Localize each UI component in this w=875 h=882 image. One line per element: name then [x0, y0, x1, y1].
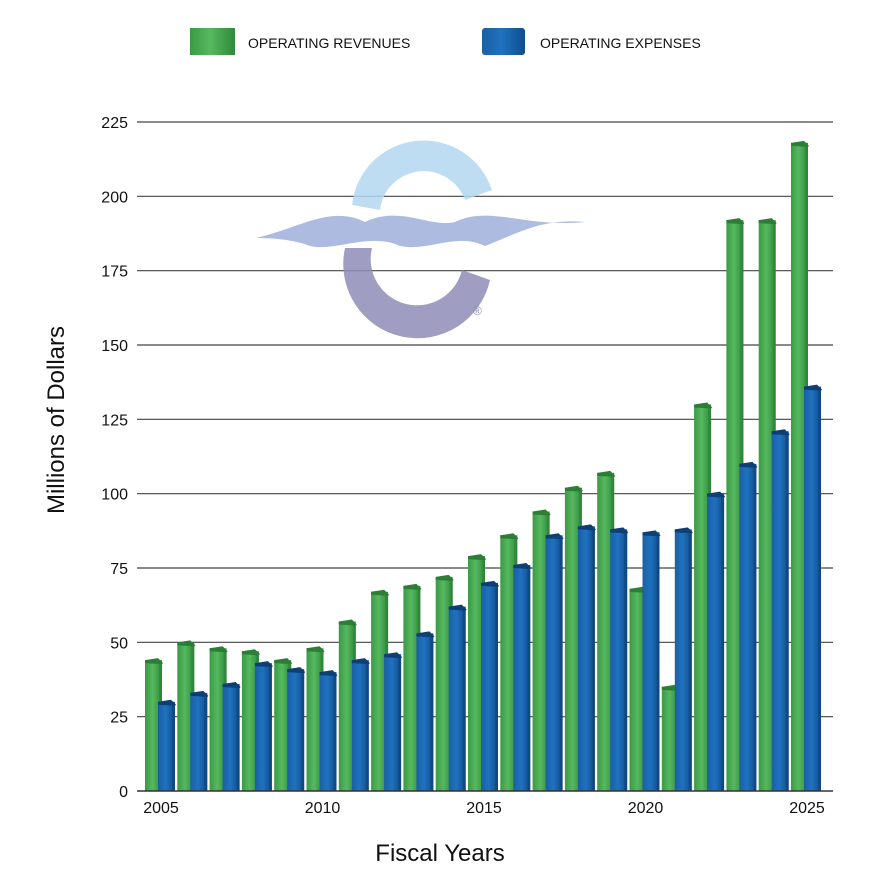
- expense-bar-2012: [384, 652, 403, 791]
- expense-bar-2016: [513, 563, 532, 791]
- expense-bar-2024: [771, 429, 790, 791]
- expense-bar-2006: [190, 690, 209, 791]
- expense-bar-2011: [351, 658, 370, 791]
- expense-bar-2013: [416, 631, 435, 791]
- expense-bar-2022: [707, 491, 726, 791]
- expense-bar-2014: [448, 604, 467, 791]
- expense-bar-2008: [254, 661, 273, 791]
- expense-bar-2017: [545, 533, 564, 791]
- registered-mark: ®: [473, 304, 482, 318]
- gridlines: [137, 121, 833, 718]
- expense-bar-2005: [158, 699, 176, 791]
- watermark-logo: ®: [256, 140, 585, 339]
- expense-bar-2010: [319, 670, 338, 791]
- y-tick-label: 50: [110, 635, 128, 652]
- expense-bar-2021: [674, 527, 693, 791]
- y-axis-ticks: 0 25 50 75 100 125 150 175 200 225: [101, 115, 128, 801]
- y-tick-label: 0: [119, 784, 128, 801]
- x-tick-label: 2025: [789, 800, 825, 817]
- x-tick-label: 2010: [305, 800, 341, 817]
- y-axis-title: Millions of Dollars: [43, 326, 70, 514]
- expense-bar-2023: [739, 461, 758, 791]
- expense-bar-2025: [804, 384, 822, 791]
- legend-swatch-expenses: [482, 28, 525, 55]
- legend-label-expenses: OPERATING EXPENSES: [540, 35, 701, 51]
- y-tick-label: 175: [101, 264, 128, 281]
- x-tick-label: 2020: [628, 800, 664, 817]
- y-tick-label: 150: [101, 338, 128, 355]
- x-axis-title: Fiscal Years: [375, 840, 504, 867]
- y-tick-label: 25: [110, 710, 128, 727]
- x-tick-label: 2015: [466, 800, 502, 817]
- x-axis-ticks: 2005 2010 2015 2020 2025: [143, 800, 825, 817]
- legend-swatch-revenues: [190, 28, 235, 55]
- expense-bar-2007: [222, 681, 241, 791]
- expense-bar-2019: [610, 527, 629, 791]
- expense-bar-2009: [287, 667, 306, 791]
- expense-bar-2018: [577, 524, 596, 791]
- y-tick-label: 225: [101, 115, 128, 132]
- legend: OPERATING REVENUES OPERATING EXPENSES: [190, 28, 701, 55]
- bars: [145, 140, 822, 791]
- legend-label-revenues: OPERATING REVENUES: [248, 35, 410, 51]
- y-tick-label: 125: [101, 412, 128, 429]
- expense-bar-2020: [642, 530, 661, 791]
- y-tick-label: 200: [101, 189, 128, 206]
- y-tick-label: 100: [101, 487, 128, 504]
- expense-bar-2015: [481, 580, 499, 791]
- x-tick-label: 2005: [143, 800, 179, 817]
- y-tick-label: 75: [110, 561, 128, 578]
